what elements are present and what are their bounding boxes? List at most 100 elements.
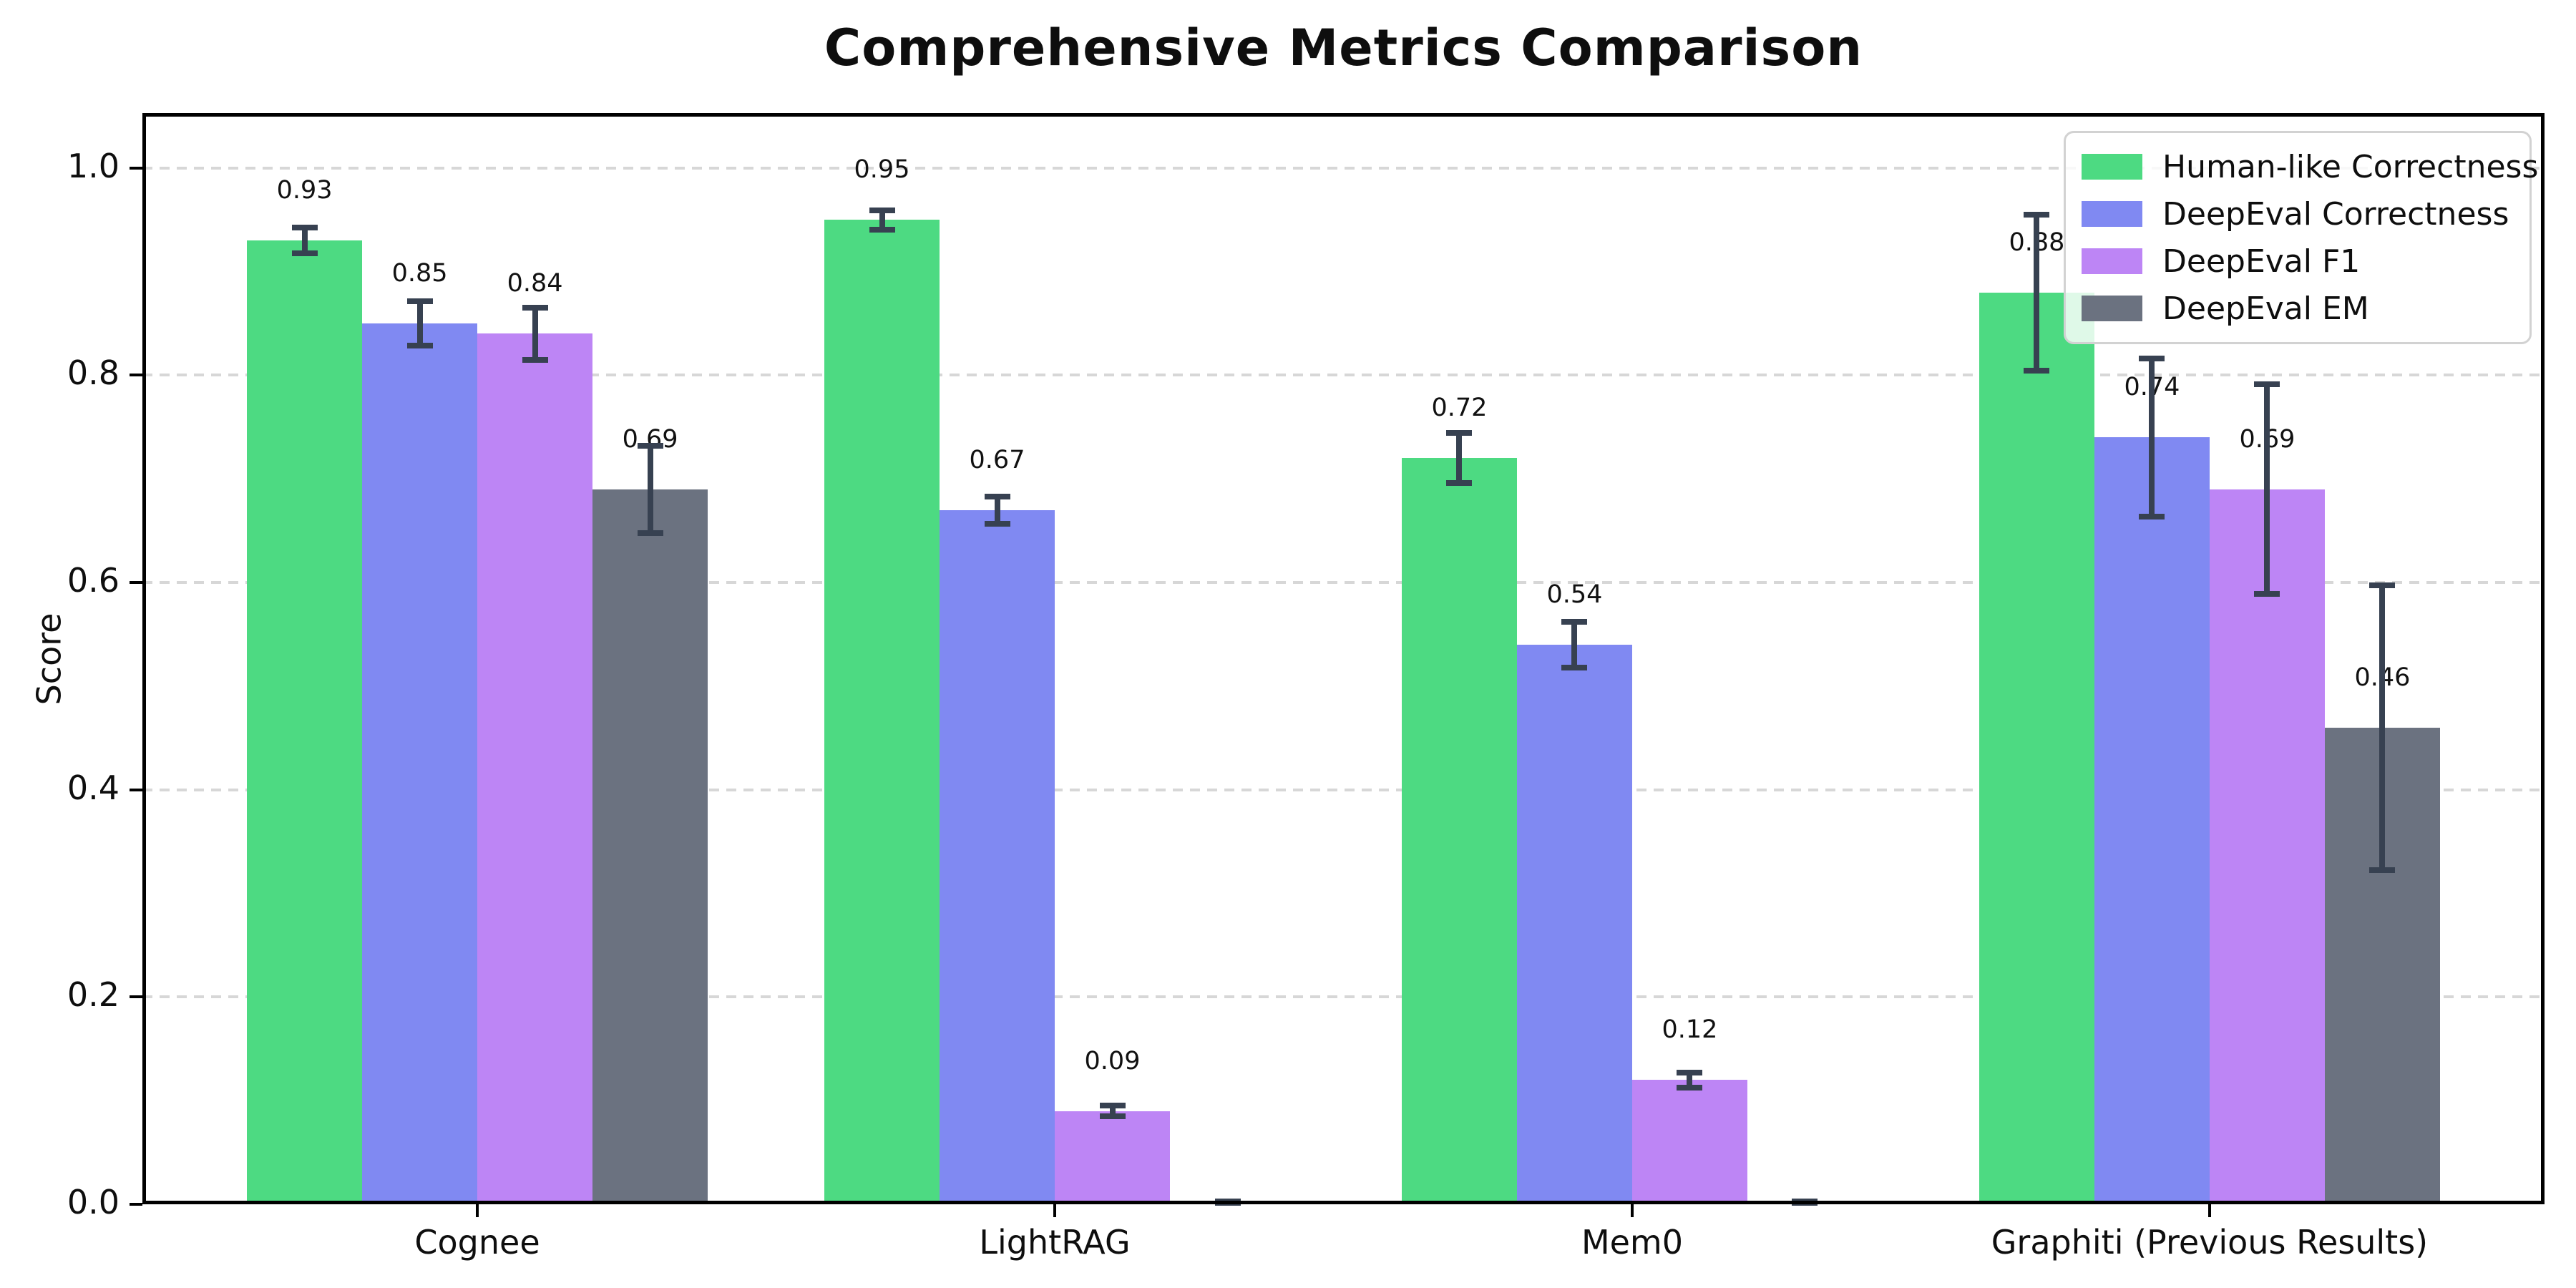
error-bar-1-3: [2139, 355, 2165, 519]
legend-item-deepeval-em: DeepEval EM: [2066, 285, 2529, 332]
gridline-1.0: [142, 166, 2545, 170]
error-bar-cap-bottom: [1446, 480, 1473, 487]
x-tick-label-3: Graphiti (Previous Results): [1991, 1223, 2429, 1262]
error-bar-1-1: [984, 493, 1010, 527]
error-bar-cap-top: [2254, 381, 2280, 388]
error-bar-line: [301, 225, 308, 256]
error-bar-3-3: [2369, 582, 2396, 873]
error-bar-line: [416, 298, 423, 348]
y-axis-tick-0.0: [130, 1203, 142, 1206]
bar-human-like-correctness-2: [1401, 458, 1517, 1204]
bar-deepeval-f1-2: [1631, 1080, 1747, 1204]
bar-deepeval-em-0: [592, 489, 708, 1204]
legend-label: Human-like Correctness: [2162, 148, 2539, 185]
error-bar-cap-bottom: [406, 342, 433, 348]
error-bar-cap-top: [522, 304, 548, 311]
x-axis-tick-1: [1053, 1204, 1056, 1217]
error-bar-cap-top: [1099, 1103, 1126, 1109]
error-bar-0-3: [2024, 211, 2050, 374]
legend-swatch-icon: [2082, 248, 2142, 274]
error-bar-line: [879, 207, 885, 233]
legend-swatch-icon: [2082, 296, 2142, 321]
bar-deepeval-correctness-3: [2094, 437, 2210, 1204]
x-tick-label-0: Cognee: [414, 1223, 540, 1262]
bar-human-like-correctness-3: [1979, 292, 2094, 1204]
legend-label: DeepEval EM: [2162, 290, 2369, 327]
bar-value-label-1-2: 0.54: [1546, 580, 1603, 609]
error-bar-1-0: [406, 298, 433, 348]
gridline-0.4: [142, 788, 2545, 791]
legend-item-deepeval-f1: DeepEval F1: [2066, 238, 2529, 285]
bar-deepeval-f1-1: [1055, 1111, 1170, 1204]
error-bar-3-1: [1214, 1198, 1241, 1206]
error-bar-line: [647, 442, 653, 536]
error-bar-1-2: [1561, 618, 1588, 671]
error-bar-2-3: [2254, 381, 2280, 597]
error-bar-cap-top: [1561, 618, 1588, 625]
error-bar-cap-top: [2024, 211, 2050, 218]
error-bar-cap-top: [637, 442, 663, 449]
y-axis-title: Score: [29, 613, 69, 706]
error-bar-cap-top: [984, 493, 1010, 499]
y-tick-label-0.4: 0.4: [67, 768, 119, 807]
error-bar-line: [2034, 211, 2040, 374]
bar-value-label-1-0: 0.85: [391, 258, 448, 288]
error-bar-cap-bottom: [2139, 513, 2165, 519]
error-bar-cap-top: [1677, 1069, 1703, 1075]
y-tick-label-0.6: 0.6: [67, 561, 119, 600]
legend-item-human-like-correctness: Human-like Correctness: [2066, 143, 2538, 190]
y-tick-label-0.2: 0.2: [67, 975, 119, 1015]
error-bar-cap-bottom: [522, 357, 548, 364]
x-tick-label-2: Mem0: [1581, 1223, 1684, 1262]
error-bar-cap-bottom: [1792, 1198, 1818, 1204]
error-bar-line: [1456, 430, 1463, 487]
error-bar-line: [2264, 381, 2270, 597]
x-axis-tick-2: [1630, 1204, 1634, 1217]
y-tick-label-0.8: 0.8: [67, 353, 119, 393]
error-bar-cap-top: [1446, 430, 1473, 436]
error-bar-line: [2149, 355, 2155, 519]
bar-value-label-1-1: 0.67: [969, 445, 1025, 474]
bar-value-label-2-0: 0.84: [507, 269, 563, 298]
error-bar-3-2: [1792, 1198, 1818, 1206]
error-bar-line: [994, 493, 1000, 527]
legend-swatch-icon: [2082, 201, 2142, 227]
bar-human-like-correctness-0: [247, 240, 363, 1204]
error-bar-cap-bottom: [1099, 1113, 1126, 1120]
error-bar-cap-top: [2139, 355, 2165, 361]
error-bar-cap-bottom: [2254, 591, 2280, 597]
error-bar-cap-top: [2369, 582, 2396, 589]
y-axis-tick-1.0: [130, 166, 142, 170]
bar-value-label-2-2: 0.12: [1662, 1015, 1718, 1045]
legend-item-deepeval-correctness: DeepEval Correctness: [2066, 190, 2529, 238]
error-bar-line: [2379, 582, 2386, 873]
bar-deepeval-correctness-1: [940, 509, 1055, 1204]
x-tick-label-1: LightRAG: [979, 1223, 1131, 1262]
error-bar-cap-top: [406, 298, 433, 305]
legend-swatch-icon: [2082, 154, 2142, 180]
error-bar-2-0: [522, 304, 548, 364]
x-axis-tick-3: [2207, 1204, 2211, 1217]
legend-label: DeepEval F1: [2162, 243, 2361, 280]
error-bar-cap-bottom: [637, 530, 663, 536]
legend-label: DeepEval Correctness: [2162, 195, 2509, 233]
bar-value-label-0-2: 0.72: [1431, 394, 1488, 423]
error-bar-cap-bottom: [1561, 665, 1588, 671]
error-bar-3-0: [637, 442, 663, 536]
y-axis-tick-0.2: [130, 995, 142, 999]
y-axis-tick-0.8: [130, 374, 142, 377]
legend: Human-like Correctness DeepEval Correctne…: [2064, 131, 2538, 344]
error-bar-cap-top: [291, 225, 318, 231]
y-axis-tick-0.4: [130, 788, 142, 791]
error-bar-cap-bottom: [1214, 1198, 1241, 1204]
error-bar-cap-bottom: [291, 250, 318, 256]
bar-deepeval-correctness-0: [362, 323, 478, 1204]
error-bar-0-2: [1446, 430, 1473, 487]
chart-title: Comprehensive Metrics Comparison: [824, 19, 1863, 77]
error-bar-line: [1109, 1103, 1116, 1120]
y-tick-label-1.0: 1.0: [67, 146, 119, 185]
error-bar-line: [1571, 618, 1578, 671]
gridline-0.6: [142, 581, 2545, 585]
gridline-0.8: [142, 374, 2545, 377]
